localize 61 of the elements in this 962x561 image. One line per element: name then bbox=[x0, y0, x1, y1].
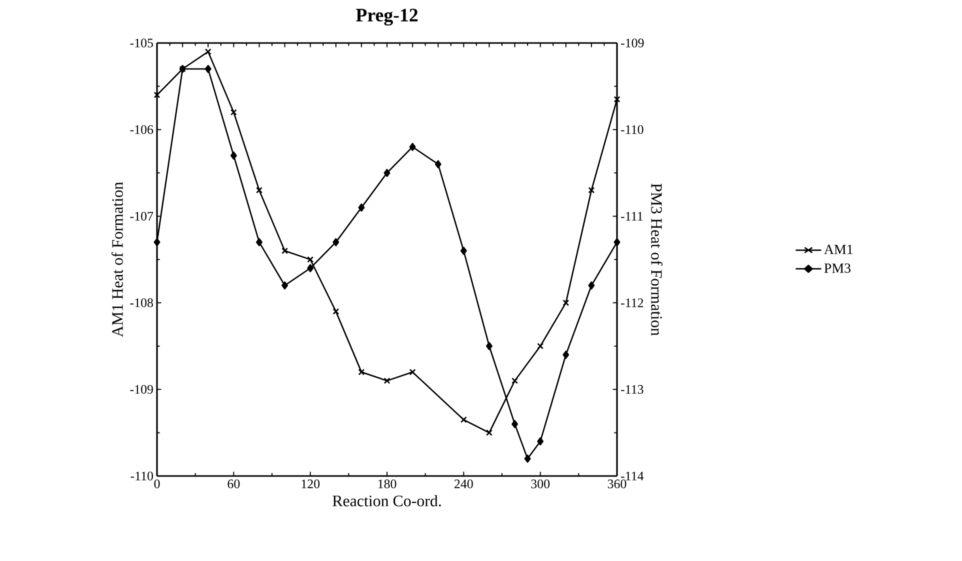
point bbox=[230, 109, 237, 116]
point bbox=[537, 437, 544, 446]
point bbox=[486, 342, 492, 350]
y2-tick-label: -111 bbox=[621, 212, 643, 220]
x-tick-label: 0 bbox=[154, 480, 160, 488]
point bbox=[230, 151, 237, 160]
point bbox=[588, 281, 595, 290]
point bbox=[512, 378, 518, 384]
point bbox=[384, 378, 390, 384]
point bbox=[332, 308, 340, 315]
point bbox=[486, 429, 492, 436]
legend-label: PM3 bbox=[824, 263, 850, 273]
y-tick-label: -109 bbox=[130, 385, 153, 394]
point bbox=[154, 238, 160, 246]
y-tick-label: -107 bbox=[130, 212, 154, 221]
point bbox=[460, 416, 467, 423]
y2-tick-label: -109 bbox=[621, 38, 644, 48]
point bbox=[282, 281, 288, 290]
x-tick-label: 120 bbox=[302, 480, 320, 488]
point bbox=[614, 238, 620, 246]
point bbox=[409, 368, 416, 376]
point bbox=[384, 168, 390, 177]
point bbox=[256, 186, 262, 194]
y2-tick-label: -113 bbox=[621, 385, 644, 394]
y-tick-label: -106 bbox=[130, 125, 154, 134]
legend-label: AM1 bbox=[824, 244, 853, 254]
y2-tick-label: -112 bbox=[621, 298, 644, 308]
y-tick-label: -105 bbox=[130, 38, 153, 48]
point bbox=[614, 96, 620, 103]
point bbox=[204, 64, 212, 74]
x-tick-label: 180 bbox=[378, 480, 396, 488]
point bbox=[154, 92, 160, 98]
y2-tick-label: -110 bbox=[621, 125, 644, 134]
point bbox=[524, 454, 531, 463]
point bbox=[358, 368, 365, 376]
y-tick-label: -108 bbox=[130, 298, 153, 308]
point bbox=[358, 203, 365, 212]
x-tick-label: 360 bbox=[608, 480, 626, 488]
point bbox=[562, 300, 570, 306]
point bbox=[256, 238, 262, 246]
chart-title: Preg-12 bbox=[356, 8, 418, 26]
point bbox=[537, 342, 544, 350]
y2-axis-title: PM3 Heat of Formation bbox=[651, 184, 662, 336]
point bbox=[460, 246, 467, 255]
x-tick-label: 300 bbox=[531, 480, 550, 488]
y-axis-title: AM1 Heat of Formation bbox=[112, 182, 123, 338]
point bbox=[562, 350, 570, 359]
point bbox=[588, 186, 595, 194]
point bbox=[512, 420, 518, 428]
point bbox=[332, 238, 340, 246]
x-tick-label: 240 bbox=[454, 480, 473, 488]
point bbox=[307, 264, 314, 272]
x-axis-title: Reaction Co-ord. bbox=[332, 495, 441, 506]
point bbox=[409, 142, 416, 151]
y2-tick-label: -114 bbox=[621, 472, 644, 480]
point bbox=[307, 256, 314, 263]
point bbox=[282, 248, 288, 254]
point bbox=[204, 48, 212, 55]
point bbox=[434, 160, 442, 168]
y-tick-label: -110 bbox=[130, 472, 153, 480]
x-tick-label: 60 bbox=[228, 480, 240, 488]
